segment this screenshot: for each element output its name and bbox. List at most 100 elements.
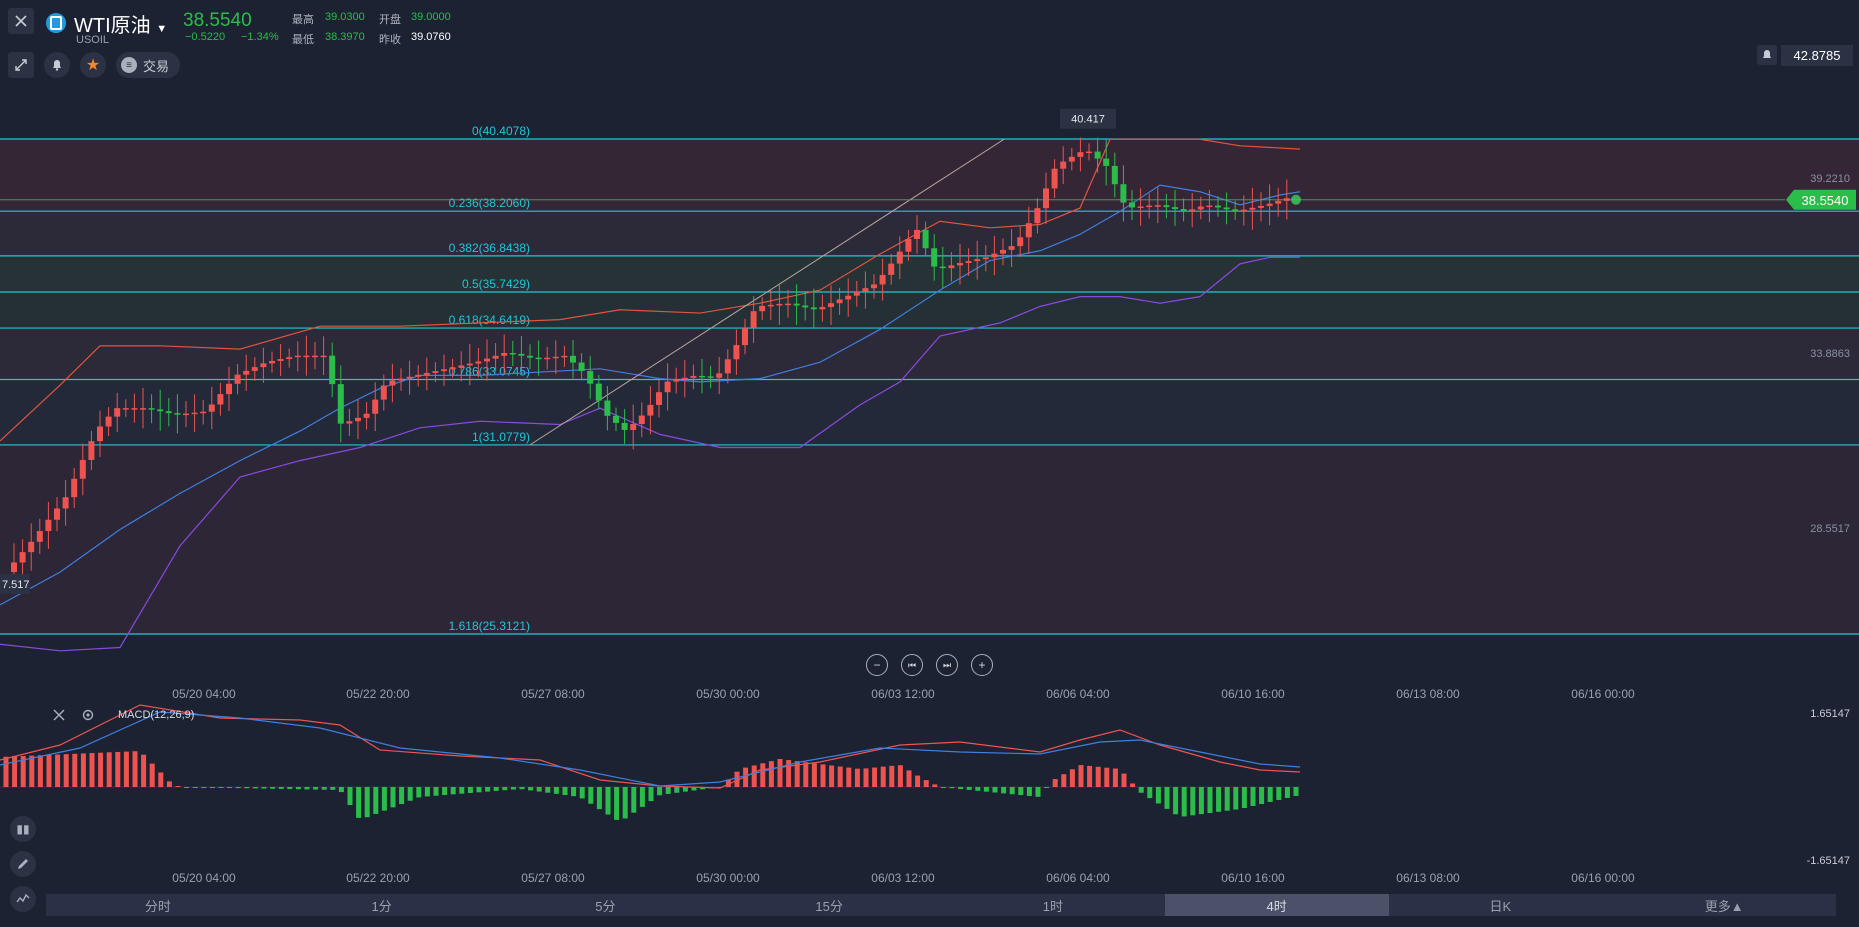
macd-histogram-bar: [863, 768, 869, 787]
macd-histogram-bar: [829, 765, 835, 787]
x-axis-label: 06/16 00:00: [1571, 687, 1635, 701]
macd-histogram-bar: [459, 787, 465, 794]
macd-histogram-bar: [29, 755, 35, 787]
bell-icon: [53, 60, 61, 71]
candle-body: [552, 356, 559, 359]
skip-back-icon: ⏮: [907, 659, 917, 670]
macd-histogram-bar: [149, 763, 155, 787]
drawing-tool[interactable]: [10, 851, 36, 877]
scroll-forward-button[interactable]: ⏭: [936, 654, 958, 676]
candle-body: [269, 360, 275, 364]
scroll-back-button[interactable]: ⏮: [901, 654, 923, 676]
fib-label: 0(40.4078): [472, 124, 530, 138]
macd-histogram-bar: [1293, 787, 1299, 796]
macd-close-button[interactable]: [52, 708, 66, 727]
candle-body: [965, 261, 972, 263]
price-change: −0.5220: [185, 31, 226, 43]
candle-body: [1180, 208, 1187, 211]
candle-body: [716, 373, 723, 378]
macd-histogram-bar: [906, 770, 912, 787]
gear-icon: [82, 709, 94, 721]
macd-y-axis-label: 1.65147: [1810, 708, 1850, 720]
chart-type-tool[interactable]: [10, 886, 36, 912]
price-change-pct: −1.34%: [241, 31, 279, 43]
tab-timeframe-6[interactable]: 日K: [1489, 898, 1512, 914]
candle-body: [750, 311, 757, 329]
tab-timeframe-4[interactable]: 1时: [1042, 898, 1063, 914]
tab-timeframe-2[interactable]: 5分: [595, 898, 616, 914]
favorite-button[interactable]: ★: [80, 52, 106, 78]
macd-histogram-bar: [347, 787, 353, 805]
candle-body: [1129, 202, 1135, 208]
candle-body: [294, 355, 301, 358]
candle-body: [1086, 151, 1092, 154]
timeframe-bar: 分时 1分 5分 15分 1时 4时 日K 更多▲: [46, 894, 1836, 916]
macd-histogram-bar: [545, 787, 551, 793]
close-button[interactable]: [8, 8, 34, 34]
candle-body: [208, 404, 215, 412]
macd-histogram-bar: [1181, 787, 1187, 817]
candle-body: [1008, 246, 1015, 250]
candle-body: [398, 378, 404, 381]
macd-histogram-bar: [1061, 774, 1067, 787]
macd-histogram-bar: [433, 787, 439, 796]
macd-histogram-bar: [72, 753, 78, 787]
candle-body: [828, 303, 834, 307]
candle-body: [466, 363, 473, 366]
symbol-selector[interactable]: WTI原油 ▼: [74, 9, 167, 38]
macd-settings-button[interactable]: [81, 708, 95, 727]
zoom-out-button[interactable]: −: [866, 654, 888, 676]
macd-histogram-bar: [3, 756, 9, 787]
tab-timeframe-1[interactable]: 1分: [371, 898, 392, 914]
candle-body: [1111, 165, 1118, 185]
tab-timeframe-0[interactable]: 分时: [144, 898, 171, 914]
candle-body: [122, 408, 129, 410]
macd-x-axis-label: 06/13 08:00: [1396, 871, 1460, 885]
tab-timeframe-7[interactable]: 更多▲: [1704, 898, 1744, 914]
candle-body: [475, 361, 482, 364]
indicator-tool[interactable]: ▮▮: [10, 816, 36, 842]
candle-body: [1163, 205, 1170, 208]
macd-histogram-bar: [424, 787, 430, 797]
tab-timeframe-3[interactable]: 15分: [815, 898, 843, 914]
fullscreen-button[interactable]: [8, 52, 34, 78]
candle-body: [527, 355, 533, 358]
candle-body: [28, 541, 35, 553]
macd-histogram-bar: [1052, 779, 1058, 787]
macd-histogram-bar: [751, 765, 757, 787]
alert-price-value: 42.8785: [1793, 48, 1841, 63]
candle-body: [879, 274, 886, 285]
candle-body: [449, 367, 456, 370]
candle-body: [372, 399, 379, 414]
candle-body: [1017, 237, 1024, 247]
macd-histogram-bar: [201, 787, 207, 788]
macd-histogram-bar: [734, 771, 740, 787]
macd-histogram-bar: [442, 787, 448, 796]
macd-histogram-bar: [777, 759, 783, 787]
y-axis-label: 28.5517: [1810, 523, 1850, 535]
alert-button[interactable]: [44, 52, 70, 78]
candle-body: [707, 376, 714, 378]
macd-histogram-bar: [330, 787, 336, 790]
macd-histogram-bar: [364, 787, 370, 818]
candle-body: [157, 409, 164, 412]
macd-x-axis-label: 06/03 12:00: [871, 871, 935, 885]
macd-histogram-bar: [175, 786, 181, 787]
star-icon: ★: [85, 57, 101, 74]
macd-histogram-bar: [235, 787, 241, 789]
zoom-in-button[interactable]: +: [971, 654, 993, 676]
candle-body: [1189, 209, 1196, 211]
candle-body: [363, 413, 370, 418]
price-alert-button[interactable]: [1757, 45, 1777, 65]
macd-histogram-bar: [665, 787, 671, 794]
candle-body: [1146, 205, 1153, 208]
trade-button[interactable]: ≡ 交易: [116, 52, 180, 78]
macd-histogram-bar: [270, 787, 276, 789]
high-marker-box: [1060, 108, 1116, 129]
fib-zone: [0, 255, 1859, 292]
macd-histogram-bar: [399, 787, 405, 805]
tab-timeframe-5[interactable]: 4时: [1164, 894, 1389, 916]
candle-body: [415, 374, 422, 377]
candle-body: [1077, 152, 1084, 157]
